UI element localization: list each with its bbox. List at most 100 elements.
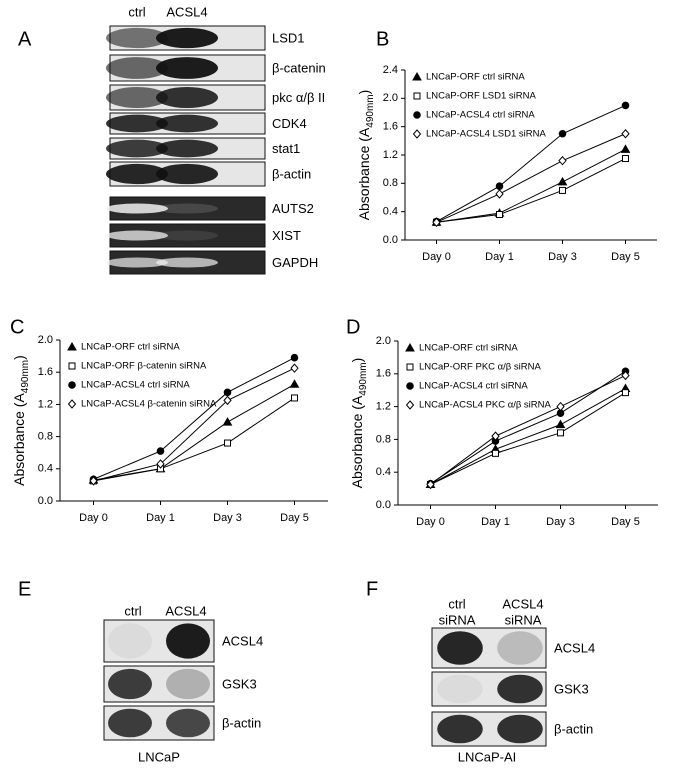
band	[156, 27, 218, 49]
y-tick-label: 0.4	[38, 463, 53, 475]
row-label: GSK3	[554, 681, 589, 696]
point	[621, 128, 630, 139]
band	[437, 714, 483, 744]
y-axis-label-text: Absorbance (A	[11, 393, 27, 486]
y-tick-label: 2.0	[38, 334, 53, 346]
point	[495, 182, 504, 190]
point	[620, 144, 631, 153]
point	[496, 211, 503, 218]
band	[166, 623, 210, 659]
point	[557, 176, 568, 186]
panel-label: E	[18, 578, 31, 600]
y-tick-label: 0.0	[383, 234, 398, 246]
point	[492, 449, 499, 457]
point	[222, 417, 233, 426]
band	[106, 27, 168, 49]
series-line	[93, 397, 295, 482]
point	[291, 394, 298, 402]
y-axis-label-end: )	[349, 358, 365, 363]
band	[497, 714, 543, 744]
point	[406, 382, 414, 390]
panel-label: B	[376, 28, 389, 50]
point	[621, 370, 630, 381]
point	[67, 399, 77, 409]
band	[106, 230, 168, 241]
y-tick-label: 1.2	[376, 401, 391, 413]
series-line	[93, 367, 295, 482]
legend-label: LNCaP-ACSL4 ctrl siRNA	[426, 110, 535, 121]
point	[68, 381, 76, 389]
band	[108, 623, 152, 659]
band	[156, 114, 218, 133]
band	[156, 230, 218, 241]
point	[495, 189, 504, 199]
band	[437, 631, 483, 665]
band	[156, 163, 218, 185]
legend-label: LNCaP-ORF ctrl siRNA	[81, 342, 180, 353]
row-label: stat1	[272, 141, 300, 156]
caption: LNCaP	[138, 749, 180, 764]
band	[108, 668, 152, 700]
point	[413, 111, 421, 119]
band	[497, 674, 543, 704]
point	[223, 388, 232, 397]
y-tick-label: 0.8	[383, 177, 398, 189]
row-label: AUTS2	[272, 201, 314, 216]
row-label: β-catenin	[272, 60, 326, 75]
y-axis-label: Absorbance (A490mm)	[11, 355, 31, 486]
point	[290, 363, 299, 373]
y-tick-label: 1.2	[383, 149, 398, 161]
band	[156, 57, 218, 79]
point	[413, 92, 421, 100]
x-tick-label: Day 5	[611, 251, 640, 263]
x-tick-label: Day 3	[546, 516, 575, 528]
point	[557, 429, 564, 437]
row-label: XIST	[272, 228, 301, 243]
band	[106, 257, 168, 268]
point	[290, 353, 299, 362]
row-label: β-actin	[554, 721, 593, 736]
legend-label: LNCaP-ORF PKC α/β siRNA	[419, 362, 541, 373]
y-tick-label: 1.6	[376, 368, 391, 380]
y-axis-label-text: Absorbance (A	[349, 395, 365, 488]
point	[558, 129, 567, 138]
band	[106, 114, 168, 133]
band	[497, 631, 543, 665]
point	[432, 217, 441, 228]
row-label: GAPDH	[272, 255, 318, 270]
band	[106, 87, 168, 108]
point	[67, 341, 77, 351]
point	[223, 395, 232, 406]
y-axis-label: Absorbance (A490mm)	[356, 90, 376, 221]
point	[555, 419, 566, 429]
row-label: β-actin	[272, 166, 311, 181]
series-line	[436, 158, 626, 223]
column-label: ACSL4	[502, 596, 543, 611]
y-tick-label: 1.2	[38, 398, 53, 410]
point	[412, 129, 422, 139]
point	[621, 101, 630, 110]
x-tick-label: Day 5	[611, 516, 640, 528]
series-line	[436, 133, 626, 223]
column-label: ctrl	[448, 596, 465, 611]
column-label: siRNA	[505, 612, 542, 627]
band	[156, 87, 218, 108]
legend-label: LNCaP-ACSL4 β-catenin siRNA	[81, 399, 217, 410]
row-label: ACSL4	[222, 633, 263, 648]
series-line	[430, 392, 626, 485]
row-label: GSK3	[222, 676, 257, 691]
series-line	[430, 374, 626, 485]
point	[89, 476, 98, 486]
row-label: LSD1	[272, 30, 305, 45]
legend-label: LNCaP-ACSL4 ctrl siRNA	[419, 381, 528, 392]
column-label: siRNA	[439, 612, 476, 627]
x-tick-label: Day 0	[79, 512, 108, 524]
series-line	[430, 370, 626, 485]
point	[68, 362, 76, 370]
caption: LNCaP-AI	[458, 749, 517, 764]
y-tick-label: 0.0	[376, 499, 391, 511]
legend-label: LNCaP-ORF ctrl siRNA	[419, 343, 518, 354]
band	[106, 139, 168, 158]
series-line	[430, 388, 626, 485]
